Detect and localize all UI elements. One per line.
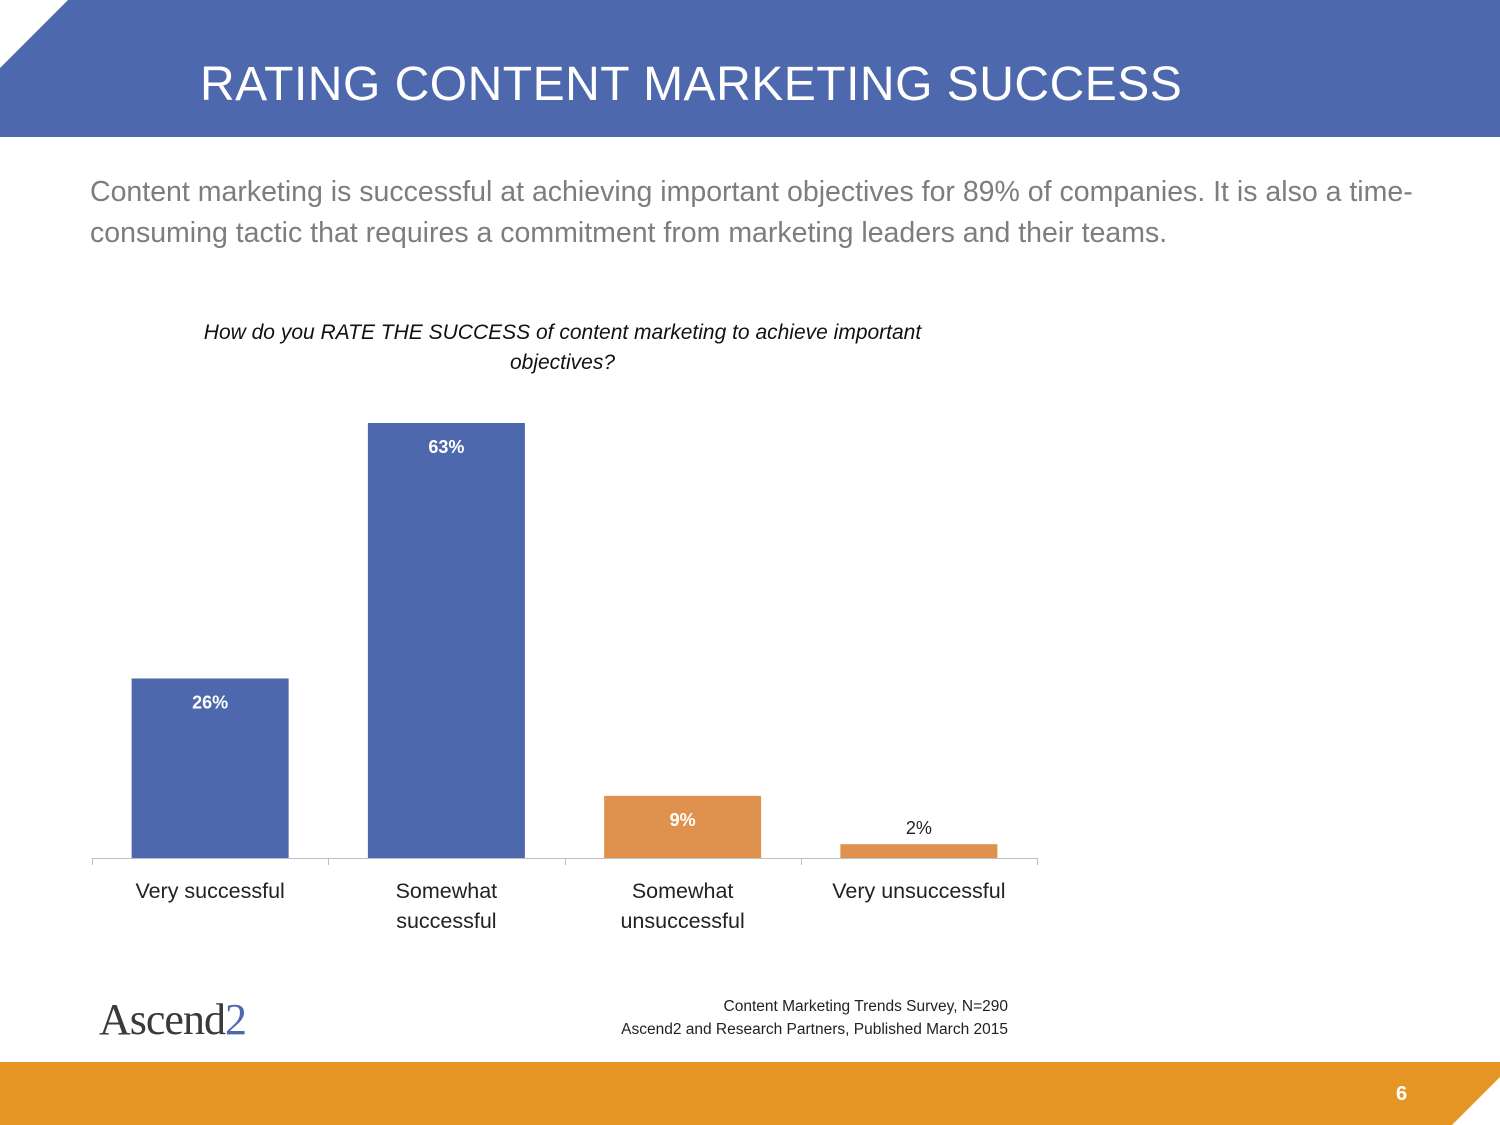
data-label: 9% xyxy=(670,810,696,830)
bar xyxy=(131,678,289,858)
source-note: Content Marketing Trends Survey, N=290 A… xyxy=(621,995,1008,1041)
bar xyxy=(367,423,525,858)
category-label: Somewhat successful xyxy=(395,879,498,933)
source-line-2: Ascend2 and Research Partners, Published… xyxy=(621,1021,1008,1038)
data-label: 26% xyxy=(192,692,228,712)
source-line-1: Content Marketing Trends Survey, N=290 xyxy=(723,998,1008,1015)
slide-title: RATING CONTENT MARKETING SUCCESS xyxy=(200,58,1183,111)
logo-suffix: 2 xyxy=(224,995,247,1044)
data-label: 63% xyxy=(428,437,464,457)
data-label: 2% xyxy=(906,818,932,838)
page-number: 6 xyxy=(1396,1083,1408,1105)
chart-title: How do you RATE THE SUCCESS of content m… xyxy=(203,321,922,374)
slide-subtitle: Content marketing is successful at achie… xyxy=(90,176,1413,249)
bar xyxy=(840,844,998,858)
footer-band xyxy=(0,1062,1500,1125)
bar xyxy=(604,795,762,858)
category-label: Somewhat unsuccessful xyxy=(620,879,745,933)
header-band xyxy=(0,0,1500,137)
ascend2-logo: Ascend2 xyxy=(99,995,247,1045)
header-corner-notch xyxy=(0,0,68,68)
logo-text: Ascend xyxy=(99,995,226,1044)
category-label: Very successful xyxy=(135,879,285,903)
category-label: Very unsuccessful xyxy=(832,879,1006,903)
footer-corner-notch xyxy=(1452,1077,1500,1125)
